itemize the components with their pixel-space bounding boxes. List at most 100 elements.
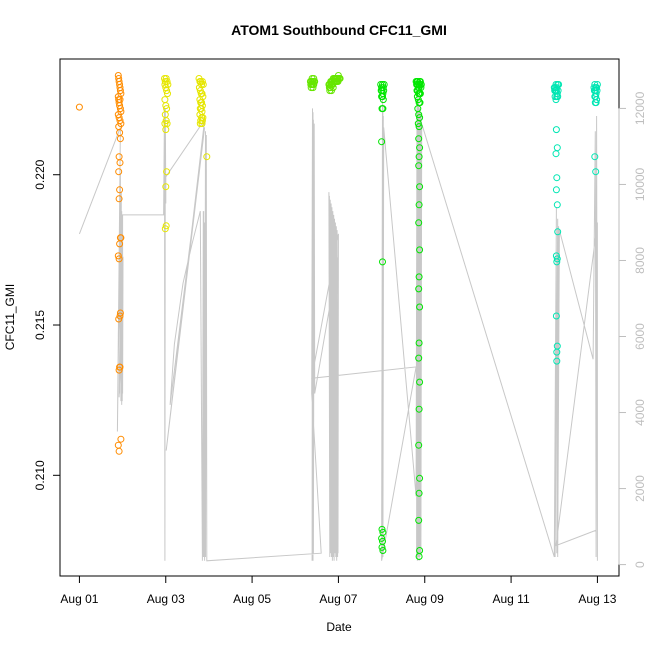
y2-tick-label: 10000 bbox=[633, 167, 647, 201]
data-point bbox=[116, 159, 124, 167]
data-point bbox=[379, 258, 386, 266]
y-axis: 0.210 0.215 0.220 bbox=[33, 159, 61, 490]
data-point bbox=[416, 144, 424, 152]
x-axis: Aug 01 Aug 03 Aug 05 Aug 07 Aug 09 Aug 11 Aug … bbox=[60, 575, 617, 606]
data-point bbox=[592, 168, 600, 176]
data-point bbox=[553, 174, 561, 182]
data-point bbox=[161, 81, 169, 88]
data-point bbox=[116, 363, 124, 371]
data-point bbox=[198, 120, 206, 128]
data-point bbox=[553, 342, 561, 350]
data-point bbox=[416, 378, 424, 386]
y2-tick-label: 8000 bbox=[633, 247, 647, 274]
data-point bbox=[379, 547, 387, 554]
data-point bbox=[115, 168, 123, 176]
data-point bbox=[416, 81, 424, 88]
data-point bbox=[415, 339, 423, 347]
data-point bbox=[164, 90, 171, 98]
altitude-line bbox=[78, 96, 598, 562]
data-point bbox=[162, 126, 170, 134]
y2-tick-label: 12000 bbox=[633, 91, 647, 125]
series-4 bbox=[306, 75, 319, 92]
data-point bbox=[378, 543, 386, 551]
data-point bbox=[553, 201, 561, 209]
y2-tick-label: 4000 bbox=[633, 399, 647, 426]
data-point bbox=[115, 447, 123, 455]
data-point bbox=[592, 99, 600, 107]
data-point bbox=[198, 90, 206, 98]
data-point bbox=[416, 303, 424, 311]
data-point bbox=[163, 87, 171, 95]
y2-tick-label: 6000 bbox=[633, 323, 647, 350]
data-point bbox=[416, 99, 424, 107]
data-point bbox=[416, 183, 424, 191]
y-axis-label: CFC11_GMI bbox=[3, 284, 17, 350]
data-point bbox=[415, 111, 423, 119]
data-point bbox=[378, 534, 386, 542]
data-point bbox=[591, 153, 599, 161]
data-point bbox=[554, 228, 562, 236]
x-tick-label: Aug 13 bbox=[578, 592, 616, 606]
data-point bbox=[553, 258, 561, 266]
data-point bbox=[162, 222, 170, 230]
data-point bbox=[416, 474, 424, 482]
series-5 bbox=[325, 72, 344, 95]
data-point bbox=[552, 126, 560, 134]
data-point bbox=[114, 252, 122, 260]
data-point bbox=[116, 96, 124, 104]
data-point bbox=[203, 153, 211, 161]
data-point bbox=[115, 255, 123, 263]
x-tick-label: Aug 11 bbox=[493, 592, 530, 606]
data-point bbox=[163, 168, 171, 176]
data-point bbox=[379, 105, 387, 113]
data-point bbox=[379, 96, 387, 104]
data-point bbox=[309, 84, 317, 92]
data-point bbox=[414, 120, 422, 128]
data-point bbox=[415, 489, 423, 497]
data-point bbox=[415, 273, 423, 281]
series-9 bbox=[590, 81, 601, 176]
data-point bbox=[552, 312, 560, 320]
series-6 bbox=[377, 81, 388, 554]
data-points-layer bbox=[75, 72, 601, 560]
data-point bbox=[553, 357, 561, 365]
data-point bbox=[115, 366, 123, 374]
data-point bbox=[310, 81, 318, 88]
data-point bbox=[116, 309, 124, 317]
data-point bbox=[415, 219, 423, 227]
x-tick-label: Aug 01 bbox=[60, 592, 98, 606]
series-7 bbox=[412, 78, 425, 560]
data-point bbox=[116, 186, 124, 194]
data-point bbox=[552, 150, 560, 158]
data-point bbox=[415, 135, 423, 143]
y2-tick-label: 2000 bbox=[633, 475, 647, 502]
y-tick-label: 0.220 bbox=[33, 159, 47, 189]
data-point bbox=[162, 183, 170, 191]
data-point bbox=[415, 553, 423, 560]
data-point bbox=[115, 195, 123, 203]
data-point bbox=[415, 405, 423, 413]
data-point bbox=[75, 103, 83, 111]
data-point bbox=[415, 201, 423, 209]
data-point bbox=[198, 78, 206, 85]
data-point bbox=[116, 135, 124, 143]
data-point bbox=[116, 87, 124, 95]
data-point bbox=[329, 84, 337, 92]
series-8 bbox=[550, 81, 563, 365]
data-point bbox=[335, 75, 343, 82]
data-point bbox=[116, 240, 124, 248]
x-axis-label: Date bbox=[326, 620, 352, 634]
series-3 bbox=[195, 75, 211, 161]
data-point bbox=[552, 186, 560, 194]
data-point bbox=[415, 441, 423, 449]
y2-axis-altitude: 0 2000 4000 6000 8000 10000 12000 bbox=[618, 91, 647, 568]
data-point bbox=[554, 93, 562, 101]
x-tick-label: Aug 09 bbox=[406, 592, 444, 606]
y2-tick-label: 0 bbox=[633, 561, 647, 568]
data-point bbox=[379, 93, 386, 101]
x-tick-label: Aug 07 bbox=[319, 592, 357, 606]
x-tick-label: Aug 05 bbox=[233, 592, 271, 606]
data-point bbox=[161, 225, 169, 233]
